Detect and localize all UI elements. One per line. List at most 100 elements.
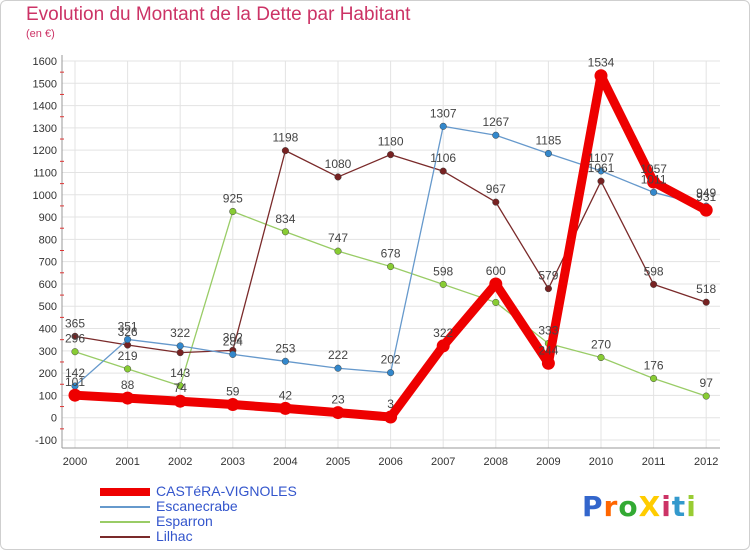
data-point: [439, 280, 447, 288]
data-label: 322: [433, 326, 453, 340]
legend-item: Lilhac: [100, 528, 360, 544]
y-tick-label: 300: [39, 346, 57, 358]
y-tick-label: 600: [39, 279, 57, 291]
data-label: 322: [170, 326, 190, 340]
data-label: 1057: [640, 162, 667, 176]
data-label: 244: [538, 343, 558, 357]
y-tick-label: 200: [39, 368, 57, 380]
data-label: 142: [65, 366, 85, 380]
data-label: 302: [223, 330, 243, 344]
logo-letter: X: [638, 490, 662, 523]
data-label: 600: [486, 264, 506, 278]
data-label: 176: [644, 358, 664, 372]
data-label: 967: [486, 182, 506, 196]
x-tick-label: 2005: [326, 456, 350, 468]
data-point: [650, 280, 658, 288]
data-label: 1080: [325, 157, 352, 171]
x-tick-label: 2010: [589, 456, 613, 468]
data-point: [229, 207, 237, 216]
data-label: 747: [328, 231, 348, 245]
data-point: [176, 342, 184, 350]
y-axis-unit: (en €): [26, 28, 55, 40]
data-label: 42: [279, 388, 293, 402]
data-point: [387, 263, 395, 271]
data-point: [281, 228, 289, 236]
data-label: 579: [538, 269, 558, 283]
y-tick-label: 800: [39, 234, 57, 246]
data-point: [541, 356, 555, 370]
y-tick-label: 1600: [33, 56, 57, 68]
legend-swatch: [100, 521, 150, 523]
data-label: 59: [226, 385, 240, 399]
data-point: [334, 364, 342, 372]
data-point: [71, 348, 79, 356]
data-label: 1198: [272, 131, 298, 145]
data-point: [68, 388, 82, 402]
data-point: [226, 398, 240, 412]
logo-letter: i: [661, 490, 672, 523]
y-tick-label: 400: [39, 324, 57, 336]
y-tick-label: 1100: [33, 167, 57, 179]
legend-label: Esparron: [156, 513, 213, 529]
x-tick-label: 2000: [63, 456, 87, 468]
legend-item: Escanecrabe: [100, 498, 360, 514]
data-point: [597, 177, 605, 185]
data-label: 834: [275, 212, 295, 226]
data-point: [176, 349, 184, 357]
logo-letter: r: [603, 490, 619, 523]
x-tick-label: 2006: [378, 456, 402, 468]
data-point: [594, 69, 608, 83]
data-label: 1267: [482, 115, 509, 129]
y-tick-label: 100: [39, 390, 57, 402]
data-point: [699, 203, 713, 217]
data-label: 351: [118, 319, 138, 333]
x-tick-label: 2003: [221, 456, 245, 468]
data-point: [281, 357, 289, 365]
data-point: [489, 277, 503, 291]
data-label: 326: [118, 325, 138, 339]
data-label: 333: [538, 323, 558, 337]
x-tick-label: 2009: [536, 456, 560, 468]
data-point: [176, 382, 184, 390]
data-point: [387, 369, 395, 377]
data-label: 598: [644, 264, 664, 278]
data-point: [71, 332, 79, 340]
y-tick-label: 1000: [33, 190, 57, 202]
y-tick-label: 500: [39, 301, 57, 313]
data-point: [647, 175, 661, 189]
data-label: 925: [223, 191, 243, 205]
logo-letter: t: [671, 490, 687, 523]
y-tick-label: 0: [51, 413, 57, 425]
y-tick-label: -100: [35, 435, 57, 447]
legend: CASTéRA-VIGNOLES Escanecrabe Esparron Lilha…: [100, 483, 360, 544]
data-point: [124, 335, 132, 344]
data-label: 931: [696, 190, 716, 204]
data-point: [650, 374, 658, 383]
legend-item: CASTéRA-VIGNOLES: [100, 483, 360, 499]
data-label: 270: [591, 338, 611, 352]
logo-letter: P: [582, 490, 604, 523]
y-tick-label: 1200: [33, 145, 57, 157]
data-point: [492, 298, 500, 306]
data-point: [544, 149, 552, 158]
x-tick-label: 2002: [168, 456, 192, 468]
logo-letter: o: [618, 490, 639, 523]
data-point: [229, 350, 237, 358]
data-point: [334, 247, 342, 255]
data-point: [439, 122, 447, 130]
x-tick-label: 2011: [642, 456, 666, 468]
y-tick-label: 1300: [33, 123, 57, 135]
data-point: [331, 406, 345, 420]
data-label: 97: [700, 376, 714, 390]
data-point: [278, 401, 292, 415]
data-label: 1307: [430, 106, 457, 120]
x-tick-label: 2007: [431, 456, 455, 468]
data-point: [334, 173, 342, 181]
data-point: [124, 365, 132, 373]
data-label: 3: [387, 397, 394, 411]
legend-label: Escanecrabe: [156, 498, 238, 514]
legend-label: Lilhac: [156, 528, 193, 544]
data-point: [597, 353, 605, 362]
